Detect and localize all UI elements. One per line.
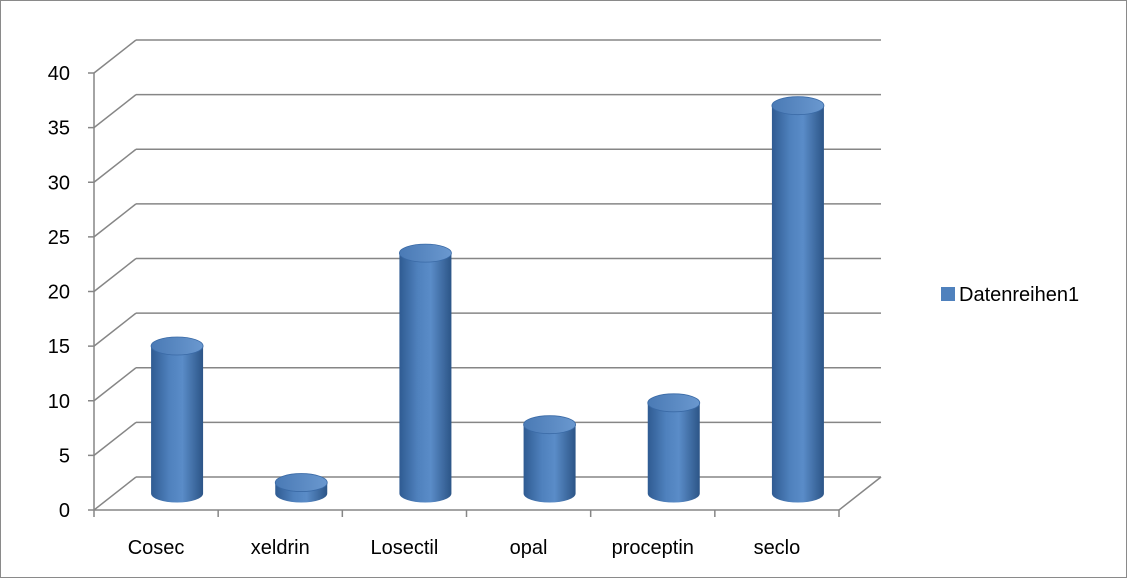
y-tick-label: 5 (59, 445, 70, 467)
gridline-side-30 (93, 148, 137, 183)
bar-top (771, 96, 825, 116)
x-category-label: Losectil (371, 537, 439, 559)
y-tick-label: 35 (48, 118, 70, 140)
bar-seclo (771, 96, 825, 503)
x-category-label: opal (510, 537, 548, 559)
bar-top (274, 473, 328, 492)
bar-xeldrin (274, 473, 328, 503)
y-tick-label: 40 (48, 63, 70, 85)
floor-right-edge (838, 476, 882, 511)
gridline-side-0 (93, 476, 137, 511)
gridline-side-25 (93, 203, 137, 238)
gridline-side-35 (93, 94, 137, 129)
y-tick-label: 15 (48, 336, 70, 358)
x-category-label: seclo (754, 537, 801, 559)
bar-body (399, 253, 452, 503)
y-tick-label: 10 (48, 391, 70, 413)
bar-cosec (150, 336, 204, 503)
bar-body (523, 424, 576, 503)
x-category-label: xeldrin (251, 537, 310, 559)
bar-top (399, 243, 452, 263)
bar-losectil (399, 243, 452, 503)
gridline-side-10 (93, 367, 137, 402)
y-tick-label: 30 (48, 172, 70, 194)
bar-body (647, 402, 700, 503)
bar-top (523, 415, 576, 435)
bar-top (647, 393, 701, 413)
y-axis: 0 5 10 15 20 25 30 35 40 (48, 63, 95, 522)
x-axis: Cosec xeldrin Losectil opal proceptin seclo (93, 509, 840, 559)
y-tick-label: 20 (48, 282, 70, 304)
bar-top (150, 336, 204, 356)
gridline-side-15 (93, 312, 137, 347)
bar-body (771, 105, 824, 503)
bar-proceptin (647, 393, 701, 503)
bar-opal (523, 415, 576, 503)
legend-label-datenreihen1: Datenreihen1 (959, 284, 1079, 306)
legend: Datenreihen1 (941, 284, 1079, 306)
x-category-label: proceptin (612, 537, 694, 559)
gridline-side-5 (93, 421, 137, 456)
bar-body (151, 346, 204, 503)
y-tick-label: 0 (59, 500, 70, 522)
gridline-side-40 (93, 39, 137, 74)
y-tick-label: 25 (48, 227, 70, 249)
gridline-side-20 (93, 257, 137, 293)
bars (150, 96, 825, 503)
gridlines (93, 39, 882, 511)
x-category-label: Cosec (128, 537, 185, 559)
legend-swatch-datenreihen1 (941, 287, 955, 301)
